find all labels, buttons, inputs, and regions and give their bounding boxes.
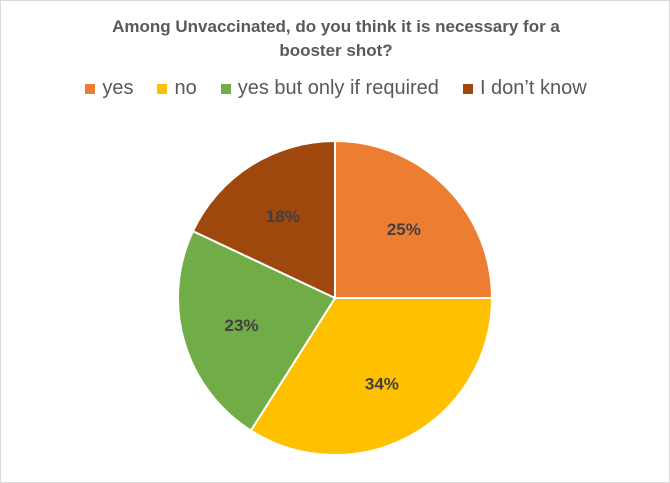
data-label-no: 34% <box>365 374 399 393</box>
chart-title: Among Unvaccinated, do you think it is n… <box>1 15 670 63</box>
legend-swatch-yes <box>85 83 96 94</box>
pie-slice-yes-if-required <box>177 229 337 432</box>
legend-swatch-yes-if-required <box>220 83 231 94</box>
legend-item-yes-if-required: yes but only if required <box>220 77 439 100</box>
legend-label-dont-know: I don’t know <box>479 77 587 99</box>
pie-slice-dont-know <box>191 139 336 300</box>
legend-item-yes: yes <box>85 77 133 100</box>
chart-title-line-2: booster shot? <box>279 41 393 60</box>
data-label-yes: 25% <box>387 220 421 239</box>
legend-item-dont-know: I don’t know <box>462 77 587 100</box>
data-label-dont-know: 18% <box>266 207 300 226</box>
legend-label-yes: yes <box>102 77 134 99</box>
pie-slice-yes <box>334 139 494 299</box>
legend-label-no: no <box>174 77 197 99</box>
legend-swatch-no <box>157 83 168 94</box>
legend-label-yes-if-required: yes but only if required <box>237 77 439 99</box>
legend-swatch-dont-know <box>462 83 473 94</box>
chart-legend: yes no yes but only if required I don’t … <box>1 77 670 100</box>
data-label-yes-if-required: 23% <box>225 316 259 335</box>
legend-item-no: no <box>157 77 197 100</box>
chart-title-line-1: Among Unvaccinated, do you think it is n… <box>112 17 560 36</box>
